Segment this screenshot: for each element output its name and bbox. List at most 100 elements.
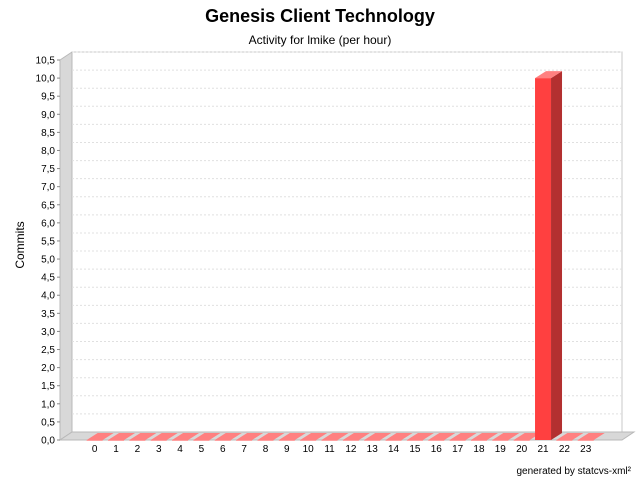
x-tick-label: 23 <box>580 444 592 455</box>
bar-front <box>172 440 189 441</box>
x-tick-label: 13 <box>367 444 379 455</box>
y-tick-label: 3,0 <box>41 327 55 338</box>
bar <box>172 433 200 441</box>
bar-front <box>129 440 146 441</box>
bar <box>236 433 264 441</box>
bar <box>513 433 541 441</box>
x-tick-label: 15 <box>409 444 421 455</box>
y-tick-label: 10,5 <box>36 56 56 67</box>
x-tick-label: 18 <box>473 444 485 455</box>
y-tick-label: 1,5 <box>41 381 55 392</box>
y-axis-ticks: 0,0 0,5 1,0 1,5 2,0 2,5 3,0 3,5 4,0 4,5 5,0 5,5 6,0 6… <box>36 56 60 447</box>
bar-top <box>129 433 157 440</box>
x-tick-label: 6 <box>220 444 226 455</box>
bar-top <box>300 433 328 440</box>
x-tick-label: 3 <box>156 444 162 455</box>
x-tick-label: 8 <box>263 444 269 455</box>
bar <box>257 433 285 441</box>
bar <box>470 433 498 441</box>
x-axis-ticks: 0 1 2 3 4 5 6 7 8 9 10 11 12 13 14 15 16 17 18 19 20 21 22 23 <box>92 444 592 455</box>
bar-front <box>535 78 552 440</box>
bar-top <box>193 433 221 440</box>
plot-back-wall <box>71 51 623 433</box>
y-tick-label: 2,5 <box>41 345 55 356</box>
y-tick-label: 0,5 <box>41 417 55 428</box>
x-tick-label: 12 <box>345 444 357 455</box>
footer-credit: generated by statcvs-xml² <box>516 466 632 477</box>
y-tick-label: 9,5 <box>41 92 55 103</box>
bar-top <box>257 433 285 440</box>
x-tick-label: 10 <box>303 444 315 455</box>
bar <box>214 433 242 441</box>
x-tick-label: 4 <box>177 444 183 455</box>
bar-top <box>449 433 477 440</box>
bar <box>108 433 136 441</box>
bar-front <box>406 440 423 441</box>
bar-front <box>236 440 253 441</box>
bar <box>129 433 157 441</box>
y-tick-label: 5,0 <box>41 255 55 266</box>
y-tick-label: 2,0 <box>41 363 55 374</box>
bar <box>577 433 605 441</box>
x-tick-label: 1 <box>113 444 119 455</box>
y-axis-label: Commits <box>13 221 27 268</box>
bar-top <box>278 433 306 440</box>
bar-side <box>551 71 563 440</box>
x-tick-label: 14 <box>388 444 400 455</box>
bar <box>428 433 456 441</box>
y-tick-label: 4,5 <box>41 273 55 284</box>
bar <box>406 433 434 441</box>
x-tick-label: 22 <box>559 444 571 455</box>
x-tick-label: 9 <box>284 444 290 455</box>
x-tick-label: 17 <box>452 444 464 455</box>
y-tick-label: 6,5 <box>41 200 55 211</box>
bar <box>449 433 477 441</box>
bar-top <box>492 433 520 440</box>
bar-front <box>342 440 359 441</box>
bar-front <box>556 440 573 441</box>
bar-front <box>108 440 125 441</box>
bar <box>535 71 563 440</box>
bar <box>342 433 370 441</box>
y-tick-label: 4,0 <box>41 291 55 302</box>
y-tick-label: 10,0 <box>36 74 56 85</box>
bar <box>150 433 178 441</box>
y-tick-label: 7,0 <box>41 182 55 193</box>
plot-left-wall <box>59 51 73 441</box>
y-tick-label: 0,0 <box>41 436 55 447</box>
bar <box>193 433 221 441</box>
x-tick-label: 19 <box>495 444 507 455</box>
bar-top <box>364 433 392 440</box>
bar <box>321 433 349 441</box>
x-tick-label: 0 <box>92 444 98 455</box>
bar-top <box>513 433 541 440</box>
y-tick-label: 8,5 <box>41 128 55 139</box>
bar <box>86 433 114 441</box>
chart-bars <box>86 71 605 441</box>
bar-top <box>214 433 242 440</box>
bar-top <box>321 433 349 440</box>
bar-front <box>193 440 210 441</box>
chart-title: Genesis Client Technology <box>205 6 435 26</box>
bar-front <box>470 440 487 441</box>
y-tick-label: 9,0 <box>41 110 55 121</box>
bar-front <box>300 440 317 441</box>
x-tick-label: 20 <box>516 444 528 455</box>
bar <box>556 433 584 441</box>
bar-front <box>364 440 381 441</box>
bar <box>364 433 392 441</box>
chart-subtitle: Activity for lmike (per hour) <box>248 33 392 47</box>
bar-top <box>406 433 434 440</box>
bar-front <box>257 440 274 441</box>
bar <box>492 433 520 441</box>
bar-top <box>342 433 370 440</box>
x-tick-label: 11 <box>324 444 335 455</box>
bar-front <box>321 440 338 441</box>
bar-front <box>428 440 445 441</box>
bar <box>385 433 413 441</box>
x-tick-label: 16 <box>431 444 443 455</box>
bar-top <box>150 433 178 440</box>
x-tick-label: 2 <box>135 444 141 455</box>
bar-top <box>236 433 264 440</box>
